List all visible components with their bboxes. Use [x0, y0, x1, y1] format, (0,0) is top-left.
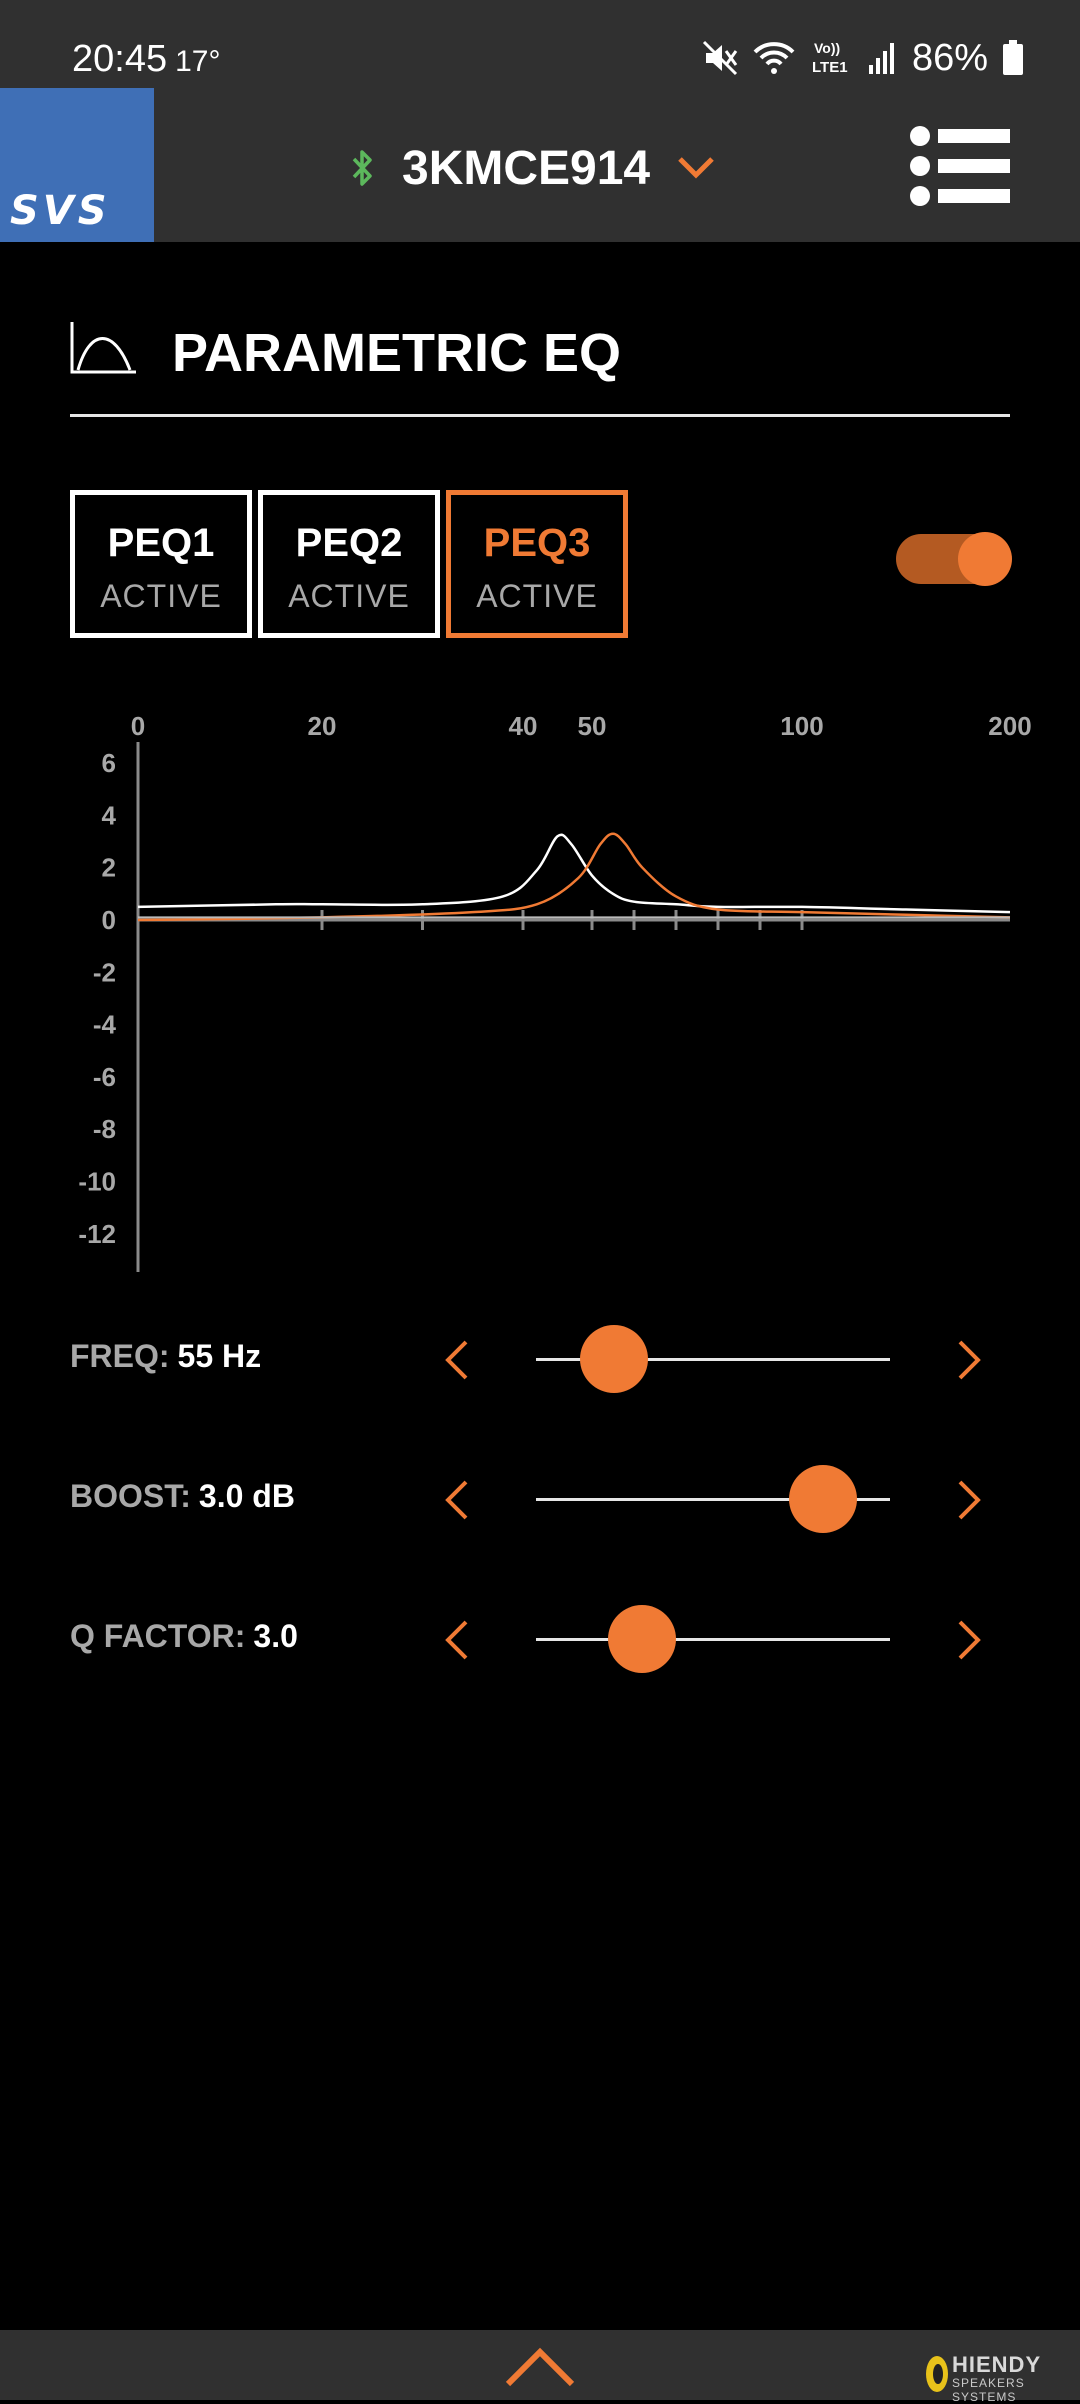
tab-peq3[interactable]: PEQ3 ACTIVE	[446, 490, 628, 638]
watermark: HIENDY SPEAKERS SYSTEMS	[924, 2352, 1074, 2404]
boost-control: BOOST: 3.0 dB	[0, 1450, 1080, 1550]
status-time: 20:45 17°	[72, 38, 220, 81]
y-tick-label: -10	[78, 1167, 116, 1197]
boost-increase-icon[interactable]	[946, 1478, 990, 1522]
clock: 20:45	[72, 38, 168, 80]
boost-decrease-icon[interactable]	[436, 1478, 480, 1522]
y-tick-label: 0	[102, 905, 116, 935]
x-tick-label: 100	[780, 711, 823, 741]
freq-decrease-icon[interactable]	[436, 1338, 480, 1382]
bottom-bar: HIENDY SPEAKERS SYSTEMS	[0, 2330, 1080, 2404]
section-header: PARAMETRIC EQ	[70, 320, 1010, 420]
freq-value: 55 Hz	[177, 1338, 262, 1374]
device-name: 3KMCE914	[402, 141, 651, 195]
status-icons: Vo)) LTE1 86%	[702, 36, 1024, 80]
tab-status: ACTIVE	[100, 578, 222, 614]
battery-percent: 86%	[911, 36, 988, 79]
freq-increase-icon[interactable]	[946, 1338, 990, 1382]
x-tick-label: 0	[131, 711, 145, 741]
tab-title: PEQ1	[107, 521, 215, 565]
eq-curve-1	[137, 833, 1011, 914]
tab-peq1[interactable]: PEQ1 ACTIVE	[70, 490, 252, 638]
q-factor-decrease-icon[interactable]	[436, 1618, 480, 1662]
mute-icon	[702, 40, 738, 76]
logo-text: SVS	[10, 188, 111, 234]
lte-icon: Vo)) LTE1	[812, 40, 848, 76]
y-tick-label: 2	[102, 853, 116, 883]
tab-title: PEQ2	[295, 521, 403, 565]
signal-icon	[868, 43, 894, 74]
chevron-down-icon	[678, 157, 714, 179]
x-tick-label: 20	[308, 711, 337, 741]
tab-peq2[interactable]: PEQ2 ACTIVE	[258, 490, 440, 638]
bluetooth-icon	[352, 150, 372, 186]
y-tick-label: -8	[93, 1114, 116, 1144]
q-factor-label: Q FACTOR:	[70, 1618, 246, 1654]
section-divider	[70, 414, 1010, 417]
q-factor-control: Q FACTOR: 3.0	[0, 1590, 1080, 1690]
volte-label: Vo))	[814, 40, 840, 56]
tab-status: ACTIVE	[476, 578, 598, 614]
eq-curve-2	[137, 832, 1011, 922]
control-label: Q FACTOR: 3.0	[70, 1618, 298, 1655]
freq-slider[interactable]	[536, 1325, 890, 1393]
boost-value: 3.0 dB	[198, 1478, 295, 1514]
x-tick-label: 50	[578, 711, 607, 741]
watermark-logo-icon	[926, 2356, 948, 2392]
x-tick-label: 40	[509, 711, 538, 741]
y-tick-label: -4	[93, 1010, 117, 1040]
watermark-brand: HIENDY	[952, 2352, 1042, 2377]
q-factor-slider[interactable]	[536, 1605, 890, 1673]
parametric-eq-icon	[70, 322, 136, 374]
app-header: SVS 3KMCE914	[0, 88, 1080, 242]
toggle-knob	[958, 532, 1012, 586]
menu-icon[interactable]	[910, 126, 1010, 206]
y-tick-label: -12	[78, 1219, 116, 1249]
y-tick-label: -6	[93, 1062, 116, 1092]
device-selector[interactable]: 3KMCE914	[350, 128, 716, 208]
freq-label: FREQ:	[70, 1338, 170, 1374]
boost-label: BOOST:	[70, 1478, 191, 1514]
tab-status: ACTIVE	[288, 578, 410, 614]
y-tick-label: 6	[102, 748, 116, 778]
boost-slider[interactable]	[536, 1465, 890, 1533]
q-factor-slider-thumb[interactable]	[608, 1605, 677, 1673]
temperature: 17°	[175, 45, 221, 78]
peq-enable-toggle[interactable]	[896, 532, 1012, 586]
x-tick-label: 200	[988, 711, 1031, 741]
battery-icon	[1003, 40, 1023, 75]
y-tick-label: 4	[102, 800, 117, 830]
network-label: LTE1	[812, 59, 848, 76]
q-factor-increase-icon[interactable]	[946, 1618, 990, 1662]
tab-title: PEQ3	[483, 521, 591, 565]
status-bar: 20:45 17° Vo)) LTE1 86%	[0, 0, 1080, 88]
svs-logo: SVS	[0, 88, 154, 242]
wifi-icon	[753, 42, 795, 74]
control-label: FREQ: 55 Hz	[70, 1338, 261, 1375]
y-tick-label: -2	[93, 957, 116, 987]
q-factor-value: 3.0	[253, 1618, 298, 1654]
freq-control: FREQ: 55 Hz	[0, 1310, 1080, 1410]
boost-slider-thumb[interactable]	[788, 1465, 857, 1533]
control-label: BOOST: 3.0 dB	[70, 1478, 295, 1515]
page-title: PARAMETRIC EQ	[172, 323, 622, 383]
freq-slider-thumb[interactable]	[579, 1325, 648, 1393]
chevron-up-icon[interactable]	[500, 2342, 580, 2392]
